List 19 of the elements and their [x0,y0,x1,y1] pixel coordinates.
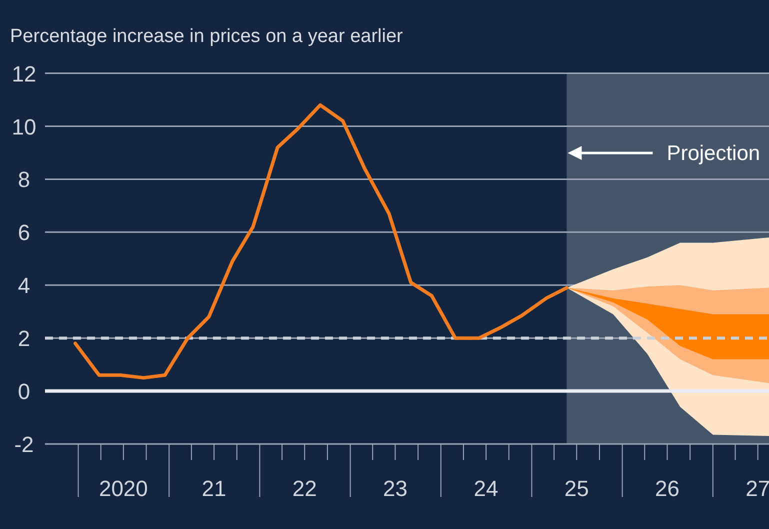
x-tick-label: 27 [746,476,769,501]
y-tick-label: 8 [18,167,30,192]
x-tick-label: 21 [202,476,226,501]
y-tick-label: 10 [12,114,36,140]
line-series [74,103,568,380]
x-tick-label: 25 [564,476,589,501]
y-tick-label: 0 [18,379,30,404]
x-tick-label: 26 [654,476,680,501]
y-tick-label: 12 [12,61,36,86]
x-tick-label: 2020 [98,476,148,501]
x-tick-label: 24 [474,476,498,501]
y-tick-label: 2 [18,326,30,352]
y-tick-label: -2 [14,432,34,457]
y-axis-title: Percentage increase in prices on a year earlier [10,26,404,47]
band-label: Projection [666,142,760,165]
y-tick-label: 6 [18,220,30,246]
x-tick-label: 22 [292,476,317,501]
x-tick-label: 23 [382,476,408,501]
y-tick-label: 4 [18,273,30,298]
